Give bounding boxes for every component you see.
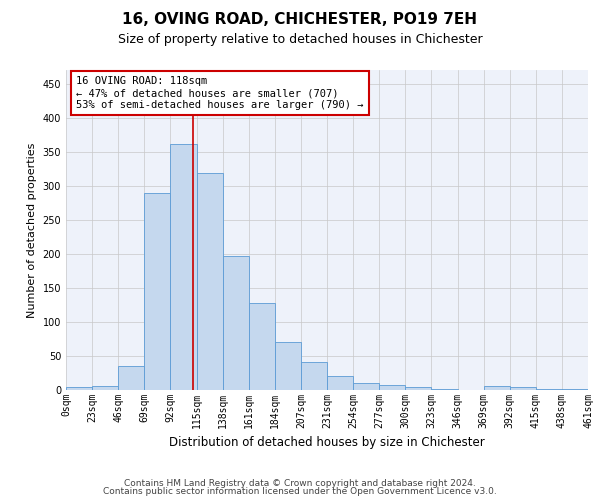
Text: Size of property relative to detached houses in Chichester: Size of property relative to detached ho… xyxy=(118,32,482,46)
Bar xyxy=(223,256,249,390)
Bar xyxy=(327,376,353,390)
Bar xyxy=(353,383,379,390)
Text: Contains public sector information licensed under the Open Government Licence v3: Contains public sector information licen… xyxy=(103,487,497,496)
Y-axis label: Number of detached properties: Number of detached properties xyxy=(27,142,37,318)
Bar xyxy=(170,144,197,390)
Bar xyxy=(118,366,145,390)
Text: Contains HM Land Registry data © Crown copyright and database right 2024.: Contains HM Land Registry data © Crown c… xyxy=(124,478,476,488)
Bar xyxy=(145,192,170,390)
Bar xyxy=(197,174,223,390)
Bar xyxy=(562,388,588,390)
Bar xyxy=(66,388,92,390)
Bar xyxy=(301,362,327,390)
X-axis label: Distribution of detached houses by size in Chichester: Distribution of detached houses by size … xyxy=(169,436,485,450)
Bar xyxy=(275,342,301,390)
Text: 16 OVING ROAD: 118sqm
← 47% of detached houses are smaller (707)
53% of semi-det: 16 OVING ROAD: 118sqm ← 47% of detached … xyxy=(76,76,364,110)
Bar xyxy=(431,388,458,390)
Bar xyxy=(406,386,431,390)
Bar xyxy=(379,385,406,390)
Bar xyxy=(92,386,118,390)
Bar xyxy=(484,386,510,390)
Bar xyxy=(249,303,275,390)
Text: 16, OVING ROAD, CHICHESTER, PO19 7EH: 16, OVING ROAD, CHICHESTER, PO19 7EH xyxy=(122,12,478,28)
Bar xyxy=(510,386,536,390)
